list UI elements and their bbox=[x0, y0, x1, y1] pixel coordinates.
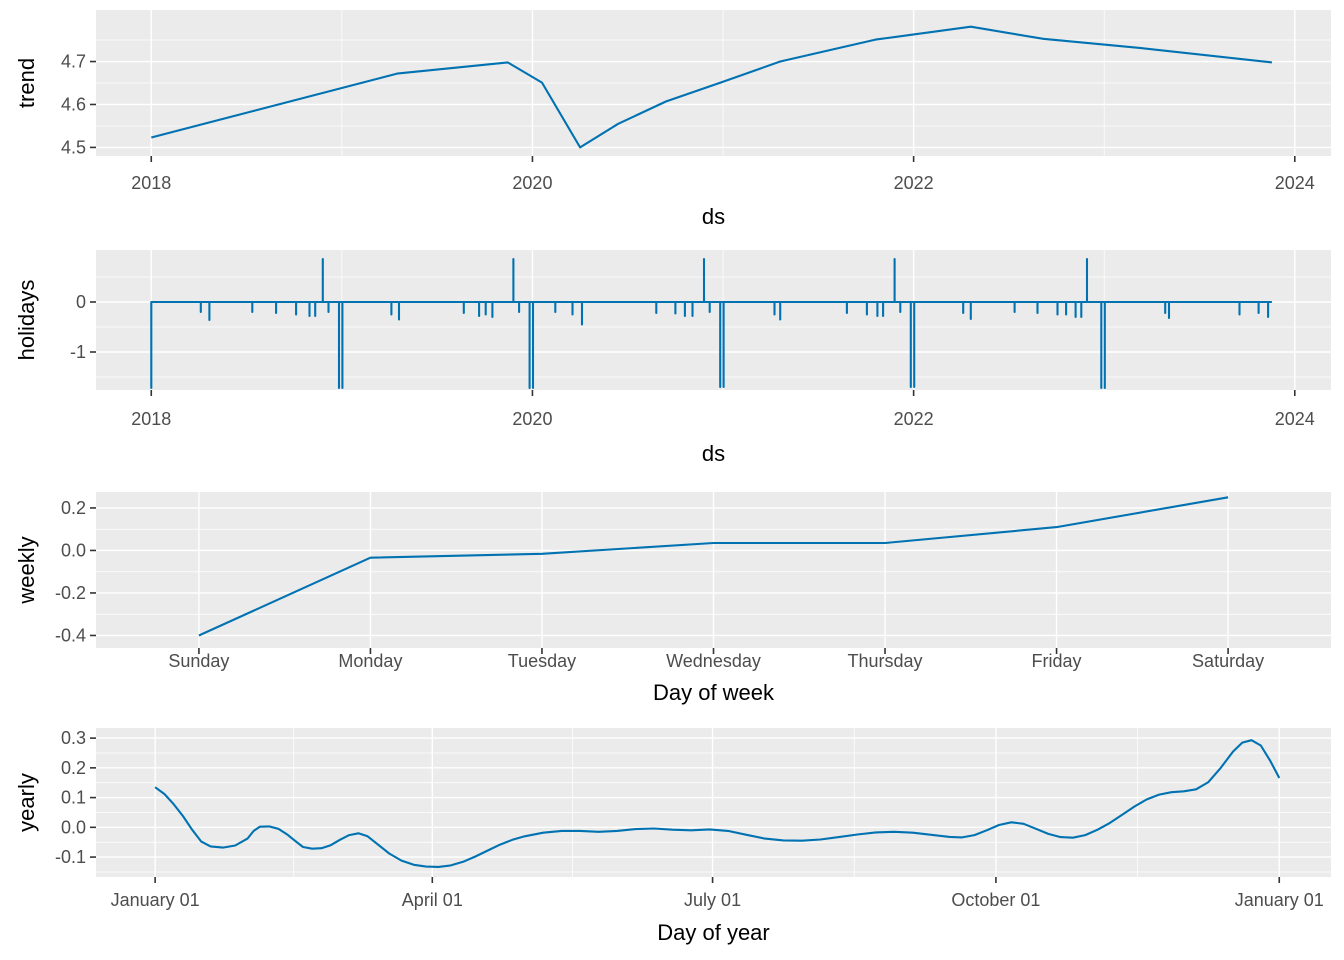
x-tick-label: October 01 bbox=[951, 890, 1040, 910]
y-tick-label: -1 bbox=[70, 342, 86, 362]
x-tick-label: 2018 bbox=[131, 173, 171, 193]
x-tick-label: Sunday bbox=[168, 651, 229, 671]
trend-x-axis-title: ds bbox=[702, 204, 725, 229]
yearly-y-axis-title: yearly bbox=[14, 773, 39, 832]
y-tick-label: 0.0 bbox=[61, 817, 86, 837]
y-tick-label: 0.3 bbox=[61, 728, 86, 748]
x-tick-label: January 01 bbox=[111, 890, 200, 910]
trend-y-axis-title: trend bbox=[14, 58, 39, 108]
holidays-panel: 2018 2020 2022 2024 0 -1 ds holidays bbox=[14, 250, 1331, 466]
holidays-y-axis-title: holidays bbox=[14, 280, 39, 361]
trend-series-line bbox=[151, 25, 1273, 149]
x-tick-label: Monday bbox=[338, 651, 402, 671]
trend-panel: 2018 2020 2022 2024 4.5 4.6 4.7 ds trend bbox=[14, 10, 1331, 229]
x-tick-label: 2022 bbox=[894, 173, 934, 193]
x-tick-label: 2024 bbox=[1275, 409, 1315, 429]
weekly-x-axis-title: Day of week bbox=[653, 680, 775, 705]
y-tick-label: 4.5 bbox=[61, 137, 86, 157]
y-tick-label: 0.0 bbox=[61, 540, 86, 560]
x-tick-label: Saturday bbox=[1192, 651, 1264, 671]
y-tick-label: 4.6 bbox=[61, 94, 86, 114]
y-tick-label: -0.4 bbox=[55, 625, 86, 645]
x-tick-label: Wednesday bbox=[666, 651, 761, 671]
x-tick-label: 2020 bbox=[512, 409, 552, 429]
y-tick-label: 0.1 bbox=[61, 788, 86, 808]
x-tick-label: 2022 bbox=[894, 409, 934, 429]
y-tick-label: -0.1 bbox=[55, 847, 86, 867]
x-tick-label: Friday bbox=[1032, 651, 1082, 671]
x-tick-label: July 01 bbox=[684, 890, 741, 910]
holidays-series-line bbox=[150, 257, 1272, 390]
x-tick-label: Tuesday bbox=[508, 651, 576, 671]
y-tick-label: -0.2 bbox=[55, 583, 86, 603]
holidays-x-axis-title: ds bbox=[702, 441, 725, 466]
y-tick-label: 0.2 bbox=[61, 758, 86, 778]
yearly-series-line bbox=[154, 739, 1281, 868]
x-tick-label: 2020 bbox=[512, 173, 552, 193]
y-tick-label: 4.7 bbox=[61, 52, 86, 72]
x-tick-label: Thursday bbox=[848, 651, 923, 671]
y-tick-label: 0.2 bbox=[61, 498, 86, 518]
weekly-panel: Sunday Monday Tuesday Wednesday Thursday Frid… bbox=[14, 492, 1331, 705]
yearly-plot-area bbox=[96, 728, 1331, 877]
y-tick-label: 0 bbox=[76, 292, 86, 312]
weekly-series-line bbox=[198, 496, 1229, 637]
x-tick-label: 2018 bbox=[131, 409, 171, 429]
yearly-x-axis-title: Day of year bbox=[657, 920, 770, 945]
holidays-plot-area bbox=[96, 250, 1331, 390]
weekly-y-axis-title: weekly bbox=[14, 536, 39, 604]
x-tick-label: January 01 bbox=[1235, 890, 1324, 910]
yearly-panel: January 01 April 01 July 01 October 01 Janua… bbox=[14, 728, 1331, 945]
x-tick-label: April 01 bbox=[402, 890, 463, 910]
x-tick-label: 2024 bbox=[1275, 173, 1315, 193]
